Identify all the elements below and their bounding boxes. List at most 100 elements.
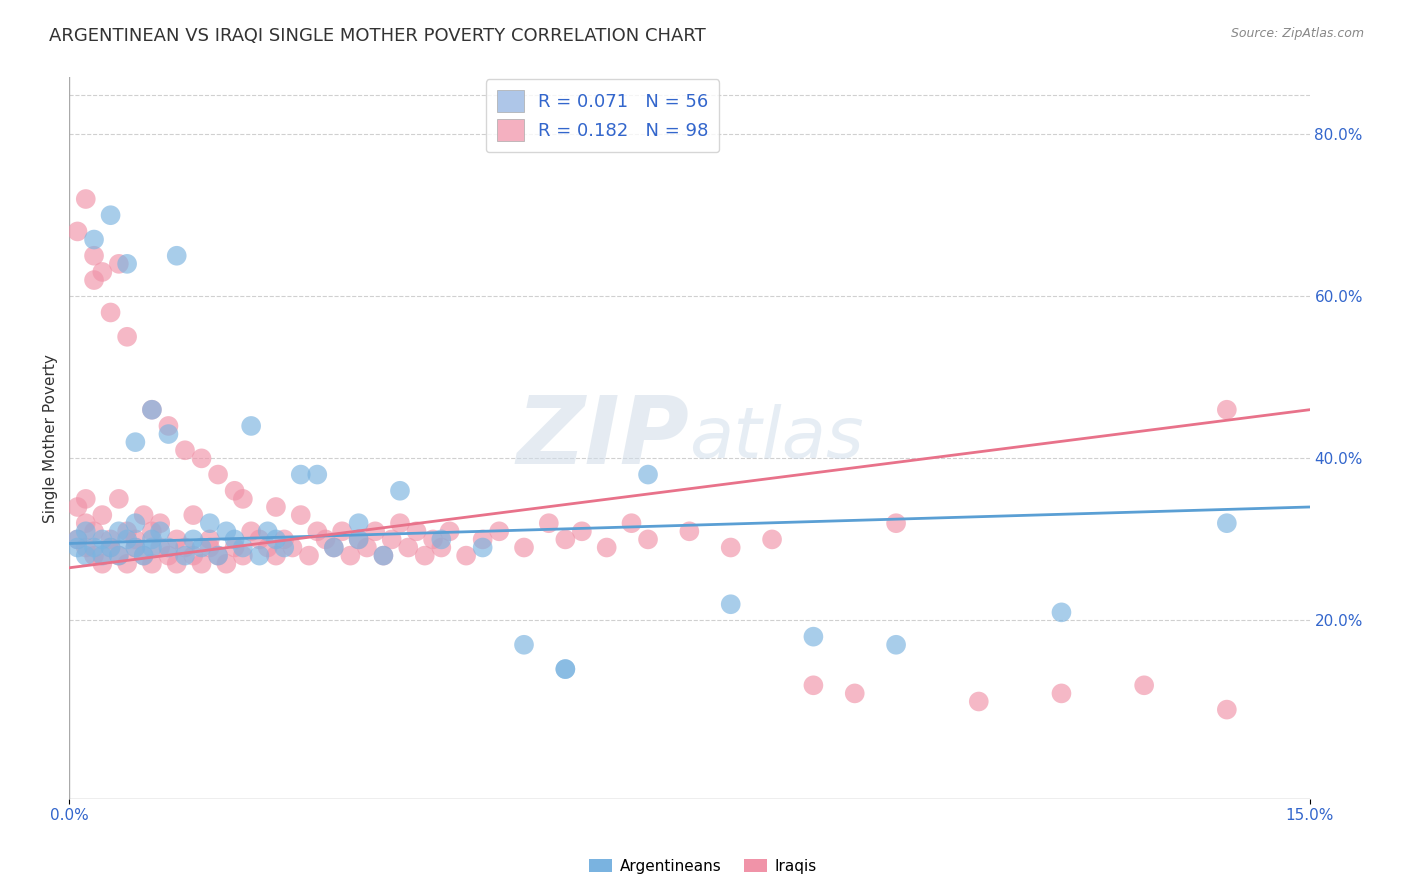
Point bbox=[290, 508, 312, 522]
Point bbox=[554, 662, 576, 676]
Point bbox=[373, 549, 395, 563]
Point bbox=[290, 467, 312, 482]
Point bbox=[75, 524, 97, 539]
Point bbox=[637, 533, 659, 547]
Point bbox=[381, 533, 404, 547]
Point bbox=[124, 435, 146, 450]
Point bbox=[100, 541, 122, 555]
Point bbox=[1216, 516, 1239, 531]
Point bbox=[124, 541, 146, 555]
Point bbox=[405, 524, 427, 539]
Point bbox=[181, 533, 204, 547]
Point bbox=[803, 630, 825, 644]
Point bbox=[132, 549, 155, 563]
Point bbox=[166, 249, 188, 263]
Point bbox=[315, 533, 337, 547]
Point bbox=[215, 524, 238, 539]
Point bbox=[554, 533, 576, 547]
Point bbox=[1133, 678, 1156, 692]
Point bbox=[124, 516, 146, 531]
Point bbox=[537, 516, 560, 531]
Point bbox=[115, 533, 138, 547]
Point bbox=[207, 549, 229, 563]
Point bbox=[224, 533, 246, 547]
Point bbox=[108, 524, 131, 539]
Point bbox=[488, 524, 510, 539]
Point bbox=[108, 549, 131, 563]
Point bbox=[339, 549, 361, 563]
Point bbox=[100, 305, 122, 319]
Point bbox=[720, 597, 742, 611]
Point bbox=[91, 557, 114, 571]
Point bbox=[803, 678, 825, 692]
Point bbox=[141, 524, 163, 539]
Point bbox=[273, 533, 295, 547]
Point bbox=[240, 524, 263, 539]
Point bbox=[596, 541, 619, 555]
Point bbox=[166, 557, 188, 571]
Point bbox=[198, 533, 221, 547]
Point bbox=[388, 516, 411, 531]
Point bbox=[844, 686, 866, 700]
Point bbox=[364, 524, 387, 539]
Point bbox=[91, 533, 114, 547]
Point bbox=[83, 541, 105, 555]
Point bbox=[174, 549, 197, 563]
Point bbox=[430, 533, 453, 547]
Point bbox=[298, 549, 321, 563]
Point bbox=[157, 549, 180, 563]
Point bbox=[513, 638, 536, 652]
Point bbox=[571, 524, 593, 539]
Point bbox=[637, 467, 659, 482]
Point bbox=[240, 419, 263, 434]
Text: ARGENTINEAN VS IRAQI SINGLE MOTHER POVERTY CORRELATION CHART: ARGENTINEAN VS IRAQI SINGLE MOTHER POVER… bbox=[49, 27, 706, 45]
Point bbox=[66, 533, 89, 547]
Point bbox=[413, 549, 436, 563]
Point bbox=[249, 549, 271, 563]
Point bbox=[66, 224, 89, 238]
Point bbox=[174, 443, 197, 458]
Point bbox=[264, 500, 287, 514]
Point bbox=[322, 541, 344, 555]
Point bbox=[115, 524, 138, 539]
Point bbox=[373, 549, 395, 563]
Point bbox=[141, 557, 163, 571]
Point bbox=[141, 402, 163, 417]
Point bbox=[1050, 605, 1073, 619]
Point bbox=[232, 549, 254, 563]
Y-axis label: Single Mother Poverty: Single Mother Poverty bbox=[44, 353, 58, 523]
Point bbox=[224, 541, 246, 555]
Point bbox=[115, 330, 138, 344]
Point bbox=[330, 524, 353, 539]
Legend: R = 0.071   N = 56, R = 0.182   N = 98: R = 0.071 N = 56, R = 0.182 N = 98 bbox=[485, 79, 720, 153]
Point bbox=[75, 192, 97, 206]
Point bbox=[181, 549, 204, 563]
Point bbox=[273, 541, 295, 555]
Point bbox=[513, 541, 536, 555]
Point bbox=[141, 541, 163, 555]
Point bbox=[141, 402, 163, 417]
Point bbox=[108, 257, 131, 271]
Point bbox=[132, 508, 155, 522]
Point bbox=[83, 524, 105, 539]
Point bbox=[307, 467, 329, 482]
Point bbox=[471, 541, 494, 555]
Point bbox=[166, 533, 188, 547]
Point bbox=[281, 541, 304, 555]
Point bbox=[256, 541, 278, 555]
Point bbox=[388, 483, 411, 498]
Point bbox=[232, 541, 254, 555]
Point bbox=[456, 549, 478, 563]
Point bbox=[198, 516, 221, 531]
Point bbox=[75, 549, 97, 563]
Point bbox=[181, 508, 204, 522]
Point bbox=[620, 516, 643, 531]
Point bbox=[190, 557, 212, 571]
Point bbox=[347, 533, 370, 547]
Point bbox=[149, 516, 172, 531]
Point bbox=[264, 549, 287, 563]
Point bbox=[108, 491, 131, 506]
Point bbox=[207, 549, 229, 563]
Point bbox=[108, 549, 131, 563]
Point bbox=[75, 516, 97, 531]
